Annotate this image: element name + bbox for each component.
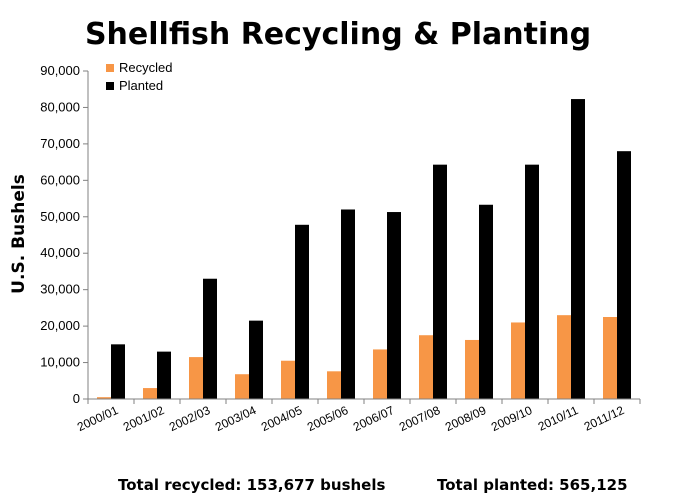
y-tick-label: 0 — [73, 391, 80, 406]
bar-recycled-2003-04 — [235, 374, 249, 399]
x-axis-ticks: 2000/01 2001/02 2002/03 2003/04 2004/05 2005/… — [75, 399, 641, 434]
bar-planted-2003-04 — [249, 320, 263, 399]
y-tick-label: 60,000 — [40, 172, 80, 187]
x-tick-label: 2005/06 — [305, 403, 351, 434]
y-tick-label: 80,000 — [40, 99, 80, 114]
y-tick-label: 20,000 — [40, 318, 80, 333]
x-tick-label: 2009/10 — [489, 403, 535, 434]
bar-recycled-2011-12 — [603, 317, 617, 399]
bars — [97, 99, 631, 399]
bar-recycled-2010-11 — [557, 315, 571, 399]
bar-planted-2005-06 — [341, 209, 355, 399]
legend: Recycled Planted — [106, 60, 172, 93]
bar-recycled-2001-02 — [143, 388, 157, 399]
y-tick-label: 50,000 — [40, 209, 80, 224]
bar-recycled-2004-05 — [281, 360, 295, 399]
bar-planted-2002-03 — [203, 278, 217, 399]
y-tick-label: 30,000 — [40, 282, 80, 297]
x-tick-label: 2000/01 — [75, 403, 121, 434]
bar-recycled-2007-08 — [419, 335, 433, 399]
x-tick-label: 2010/11 — [536, 403, 581, 434]
x-tick-label: 2003/04 — [213, 403, 259, 434]
x-tick-label: 2001/02 — [121, 403, 167, 434]
x-tick-label: 2004/05 — [259, 403, 305, 434]
bar-recycled-2002-03 — [189, 357, 203, 399]
bar-recycled-2009-10 — [511, 322, 525, 399]
bar-recycled-2008-09 — [465, 339, 479, 399]
bar-planted-2009-10 — [525, 164, 539, 399]
bar-planted-2010-11 — [571, 99, 585, 399]
bar-planted-2011-12 — [617, 151, 631, 399]
bar-planted-2004-05 — [295, 224, 309, 399]
bar-recycled-2005-06 — [327, 371, 341, 399]
x-tick-label: 2007/08 — [397, 403, 443, 434]
total-planted-text: Total planted: 565,125 — [437, 476, 628, 494]
chart-title: Shellfish Recycling & Planting — [85, 17, 591, 52]
legend-label-recycled: Recycled — [119, 60, 172, 75]
y-tick-label: 90,000 — [40, 63, 80, 78]
legend-label-planted: Planted — [119, 78, 163, 93]
x-tick-label: 2008/09 — [443, 403, 489, 434]
bar-planted-2008-09 — [479, 204, 493, 399]
bar-planted-2000-01 — [111, 344, 125, 399]
x-tick-label: 2002/03 — [167, 403, 213, 434]
bar-recycled-2006-07 — [373, 349, 387, 399]
total-recycled-text: Total recycled: 153,677 bushels — [118, 476, 385, 494]
y-axis-ticks: 0 10,000 20,000 30,000 40,000 50,000 60,000 70,… — [40, 63, 88, 406]
legend-swatch-recycled — [106, 64, 114, 72]
x-tick-label: 2006/07 — [351, 403, 397, 434]
y-axis-label: U.S. Bushels — [9, 174, 29, 294]
y-tick-label: 10,000 — [40, 355, 80, 370]
y-tick-label: 70,000 — [40, 136, 80, 151]
bar-planted-2006-07 — [387, 212, 401, 399]
bar-planted-2001-02 — [157, 351, 171, 399]
bar-recycled-2000-01 — [97, 397, 111, 399]
y-tick-label: 40,000 — [40, 245, 80, 260]
x-tick-label: 2011/12 — [582, 403, 627, 434]
bar-planted-2007-08 — [433, 164, 447, 399]
legend-swatch-planted — [106, 82, 114, 90]
